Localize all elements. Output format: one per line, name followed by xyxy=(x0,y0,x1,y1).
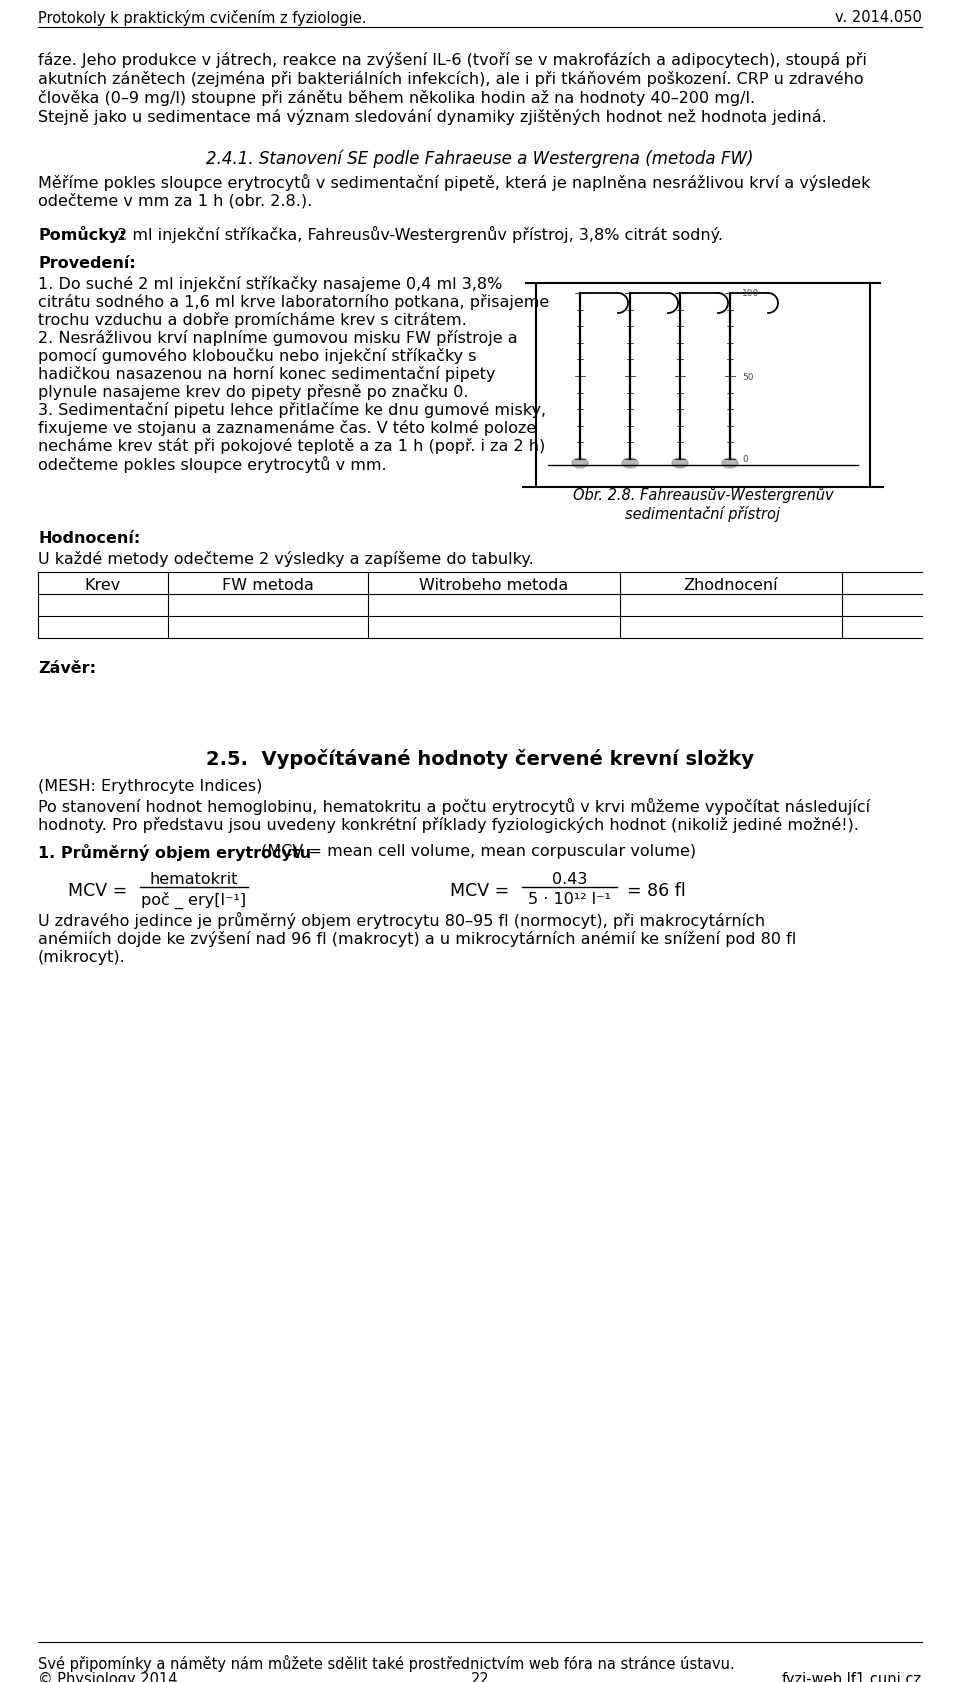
Text: Obr. 2.8. Fahreausův-Westergrenův
sedimentační přístroj: Obr. 2.8. Fahreausův-Westergrenův sedime… xyxy=(573,486,833,521)
Text: = 86 fl: = 86 fl xyxy=(627,881,685,900)
Text: 50: 50 xyxy=(742,372,754,382)
Text: pomocí gumového kloboučku nebo injekční stříkačky s: pomocí gumového kloboučku nebo injekční … xyxy=(38,348,476,363)
Text: U každé metody odečteme 2 výsledky a zapíšeme do tabulky.: U každé metody odečteme 2 výsledky a zap… xyxy=(38,550,534,567)
Text: člověka (0–9 mg/l) stoupne při zánětu během několika hodin až na hodnoty 40–200 : člověka (0–9 mg/l) stoupne při zánětu bě… xyxy=(38,89,756,106)
Text: odečteme pokles sloupce erytrocytů v mm.: odečteme pokles sloupce erytrocytů v mm. xyxy=(38,456,387,473)
Text: (mikrocyt).: (mikrocyt). xyxy=(38,949,126,964)
Text: v. 2014.050: v. 2014.050 xyxy=(835,10,922,25)
Ellipse shape xyxy=(622,459,638,469)
Text: trochu vzduchu a dobře promícháme krev s citrátem.: trochu vzduchu a dobře promícháme krev s… xyxy=(38,311,467,328)
Text: necháme krev stát při pokojové teplotě a za 1 h (popř. i za 2 h): necháme krev stát při pokojové teplotě a… xyxy=(38,437,545,454)
Text: anémiích dojde ke zvýšení nad 96 fl (makrocyt) a u mikrocytárních anémií ke sníž: anémiích dojde ke zvýšení nad 96 fl (mak… xyxy=(38,930,796,947)
Ellipse shape xyxy=(572,459,588,469)
Text: Závěr:: Závěr: xyxy=(38,661,96,676)
Text: Protokoly k praktickým cvičením z fyziologie.: Protokoly k praktickým cvičením z fyziol… xyxy=(38,10,367,25)
Text: MCV =: MCV = xyxy=(450,881,509,900)
Text: fyzi-web.lf1.cuni.cz: fyzi-web.lf1.cuni.cz xyxy=(781,1670,922,1682)
Text: MCV =: MCV = xyxy=(68,881,128,900)
Text: Pomůcky:: Pomůcky: xyxy=(38,225,126,242)
Text: plynule nasajeme krev do pipety přesně po značku 0.: plynule nasajeme krev do pipety přesně p… xyxy=(38,383,468,400)
Text: 1. Průměrný objem erytrocytu: 1. Průměrný objem erytrocytu xyxy=(38,843,311,861)
Text: (MESH: Erythrocyte Indices): (MESH: Erythrocyte Indices) xyxy=(38,779,262,794)
Text: odečteme v mm za 1 h (obr. 2.8.).: odečteme v mm za 1 h (obr. 2.8.). xyxy=(38,193,312,209)
Text: 2.4.1. Stanovení SE podle Fahraeuse a Westergrena (metoda FW): 2.4.1. Stanovení SE podle Fahraeuse a We… xyxy=(206,150,754,168)
Text: hematokrit: hematokrit xyxy=(150,871,238,886)
Text: Měříme pokles sloupce erytrocytů v sedimentační pipetě, která je naplněna nesráž: Měříme pokles sloupce erytrocytů v sedim… xyxy=(38,173,871,190)
Text: Své připomínky a náměty nám můžete sdělit také prostřednictvím web fóra na strán: Své připomínky a náměty nám můžete sděli… xyxy=(38,1653,734,1670)
Text: 2.5.  Vypočítávané hodnoty červené krevní složky: 2.5. Vypočítávané hodnoty červené krevní… xyxy=(206,748,754,769)
Text: 0: 0 xyxy=(742,456,748,464)
Text: 1. Do suché 2 ml injekční stříkačky nasajeme 0,4 ml 3,8%: 1. Do suché 2 ml injekční stříkačky nasa… xyxy=(38,276,502,291)
Text: hadičkou nasazenou na horní konec sedimentační pipety: hadičkou nasazenou na horní konec sedime… xyxy=(38,365,495,382)
Text: poč _ ery[l⁻¹]: poč _ ery[l⁻¹] xyxy=(141,891,247,908)
Text: Provedení:: Provedení: xyxy=(38,256,135,271)
Text: U zdravého jedince je průměrný objem erytrocytu 80–95 fl (normocyt), při makrocy: U zdravého jedince je průměrný objem ery… xyxy=(38,912,765,928)
Ellipse shape xyxy=(672,459,688,469)
Text: FW metoda: FW metoda xyxy=(222,577,314,592)
Text: 2. Nesrážlivou krví naplníme gumovou misku FW přístroje a: 2. Nesrážlivou krví naplníme gumovou mis… xyxy=(38,330,517,346)
Text: Hodnocení:: Hodnocení: xyxy=(38,532,140,545)
Text: 100: 100 xyxy=(742,289,759,298)
Text: 22: 22 xyxy=(470,1670,490,1682)
Text: hodnoty. Pro představu jsou uvedeny konkrétní příklady fyziologických hodnot (ni: hodnoty. Pro představu jsou uvedeny konk… xyxy=(38,816,859,833)
Text: citrátu sodného a 1,6 ml krve laboratorního potkana, přisajeme: citrátu sodného a 1,6 ml krve laboratorn… xyxy=(38,294,549,309)
Text: Stejně jako u sedimentace má význam sledování dynamiky zjištěných hodnot než hod: Stejně jako u sedimentace má význam sled… xyxy=(38,109,827,124)
Text: akutních zánětech (zejména při bakteriálních infekcích), ale i při tkáňovém pošk: akutních zánětech (zejména při bakteriál… xyxy=(38,71,864,87)
Text: 3. Sedimentační pipetu lehce přitlačíme ke dnu gumové misky,: 3. Sedimentační pipetu lehce přitlačíme … xyxy=(38,402,546,417)
Ellipse shape xyxy=(722,459,738,469)
Text: Po stanovení hodnot hemoglobinu, hematokritu a počtu erytrocytů v krvi můžeme vy: Po stanovení hodnot hemoglobinu, hematok… xyxy=(38,797,870,814)
Text: 5 · 10¹² l⁻¹: 5 · 10¹² l⁻¹ xyxy=(528,891,611,907)
Text: 2 ml injekční stříkačka, Fahreusův-Westergrenův přístroj, 3,8% citrát sodný.: 2 ml injekční stříkačka, Fahreusův-Weste… xyxy=(112,225,723,242)
Text: fáze. Jeho produkce v játrech, reakce na zvýšení IL-6 (tvoří se v makrofázích a : fáze. Jeho produkce v játrech, reakce na… xyxy=(38,52,867,67)
Text: © Physiology 2014: © Physiology 2014 xyxy=(38,1670,178,1682)
Text: fixujeme ve stojanu a zaznamenáme čas. V této kolmé poloze: fixujeme ve stojanu a zaznamenáme čas. V… xyxy=(38,420,537,436)
Text: Witrobeho metoda: Witrobeho metoda xyxy=(420,577,568,592)
Text: 0.43: 0.43 xyxy=(552,871,588,886)
Text: Zhodnocení: Zhodnocení xyxy=(684,577,779,592)
Text: (MCV = mean cell volume, mean corpuscular volume): (MCV = mean cell volume, mean corpuscula… xyxy=(256,843,696,858)
Text: Krev: Krev xyxy=(84,577,121,592)
